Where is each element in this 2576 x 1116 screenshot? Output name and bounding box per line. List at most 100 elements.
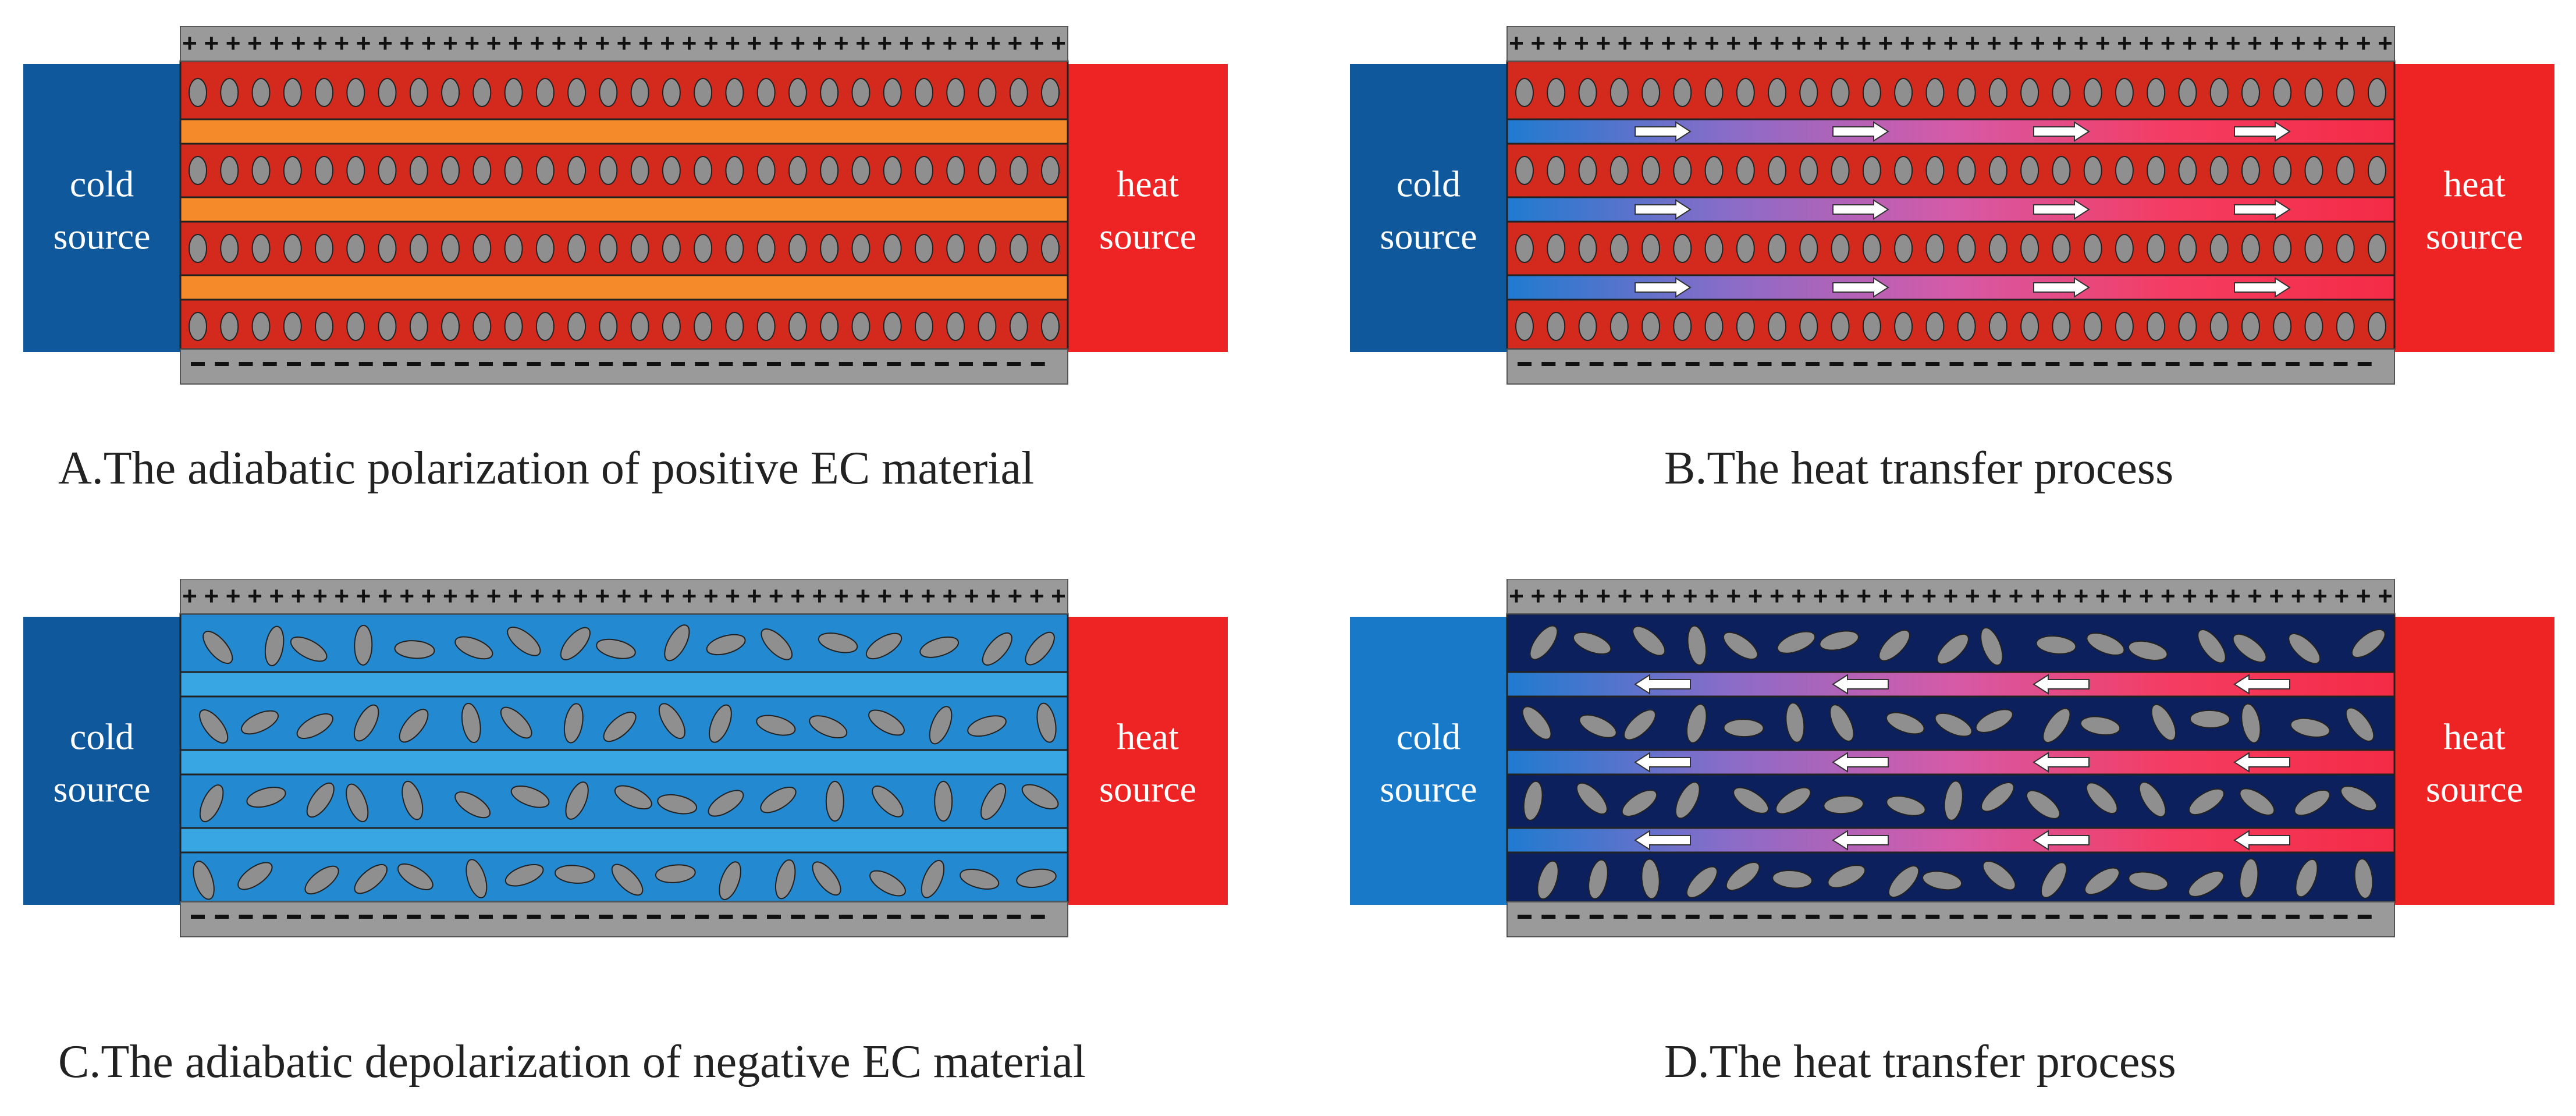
panel-d-plus-sign: + bbox=[2204, 582, 2219, 610]
panel-c-minus-sign bbox=[887, 915, 901, 919]
panel-a-top-electrode bbox=[180, 26, 1068, 62]
panel-b-minus-sign bbox=[1877, 362, 1892, 366]
panel-a-minus-sign bbox=[887, 362, 901, 366]
panel-d-plus-sign: + bbox=[2356, 582, 2371, 610]
panel-c-minus-sign bbox=[358, 915, 373, 919]
panel-b-dipole bbox=[2241, 234, 2260, 263]
panel-b-dipole bbox=[1957, 234, 1976, 263]
panel-d-dipole bbox=[2085, 782, 2118, 815]
panel-b-dipole bbox=[2178, 78, 2197, 107]
panel-c-plus-sign: + bbox=[682, 582, 697, 610]
panel-d-dipole bbox=[2345, 707, 2375, 742]
panel-b-plus-sign: + bbox=[1748, 29, 1763, 58]
panel-d-heat-flow-arrow bbox=[2233, 830, 2290, 851]
panel-a-dipole bbox=[472, 156, 492, 185]
panel-c-dipole bbox=[664, 624, 690, 662]
panel-d-heat-flow-arrow bbox=[1634, 674, 1691, 695]
panel-a-dipole bbox=[1041, 234, 1060, 263]
panel-b-minus-sign bbox=[2165, 362, 2180, 366]
panel-a-dipole bbox=[283, 156, 302, 185]
panel-a-dipole bbox=[883, 234, 902, 263]
panel-b-dipole bbox=[1547, 78, 1566, 107]
panel-b-plus-sign: + bbox=[1639, 29, 1654, 58]
panel-c-plus-sign: + bbox=[725, 582, 740, 610]
panel-b-plus-sign: + bbox=[2182, 29, 2197, 58]
panel-d-dipole bbox=[1886, 795, 1926, 816]
panel-d-minus-sign bbox=[2190, 915, 2204, 919]
panel-b-dipole bbox=[1704, 156, 1724, 185]
panel-d-minus-sign bbox=[1781, 915, 1796, 919]
panel-c-dipole bbox=[193, 861, 215, 900]
panel-c-dipole bbox=[401, 780, 424, 820]
panel-d-top-electrode bbox=[1506, 579, 2395, 614]
panel-a-dipole bbox=[978, 78, 997, 107]
panel-b-plus-sign: + bbox=[1791, 29, 1806, 58]
panel-a-dipole bbox=[725, 312, 744, 341]
panel-b-dipole bbox=[1862, 78, 1881, 107]
panel-d-minus-sign bbox=[2357, 915, 2372, 919]
panel-c-minus-sign bbox=[311, 915, 325, 919]
panel-d-caption: D.The heat transfer process bbox=[1664, 1036, 2176, 1087]
panel-a-dipole bbox=[283, 78, 302, 107]
panel-a-dipole bbox=[409, 156, 428, 185]
panel-c-plus-sign: + bbox=[573, 582, 588, 610]
panel-a-minus-sign bbox=[383, 362, 397, 366]
panel-b-dipole bbox=[1673, 78, 1692, 107]
panel-c-plus-sign: + bbox=[943, 582, 958, 610]
panel-b-dipole bbox=[2304, 156, 2323, 185]
panel-c-dipole bbox=[354, 864, 388, 894]
panel-a-dipole bbox=[756, 78, 776, 107]
panel-b-minus-sign bbox=[1518, 362, 1532, 366]
panel-b-plus-sign: + bbox=[2269, 29, 2284, 58]
panel-d-heat-flow-arrow bbox=[1634, 830, 1691, 851]
panel-a-dipole bbox=[1009, 234, 1028, 263]
panel-a-dipole bbox=[599, 156, 618, 185]
panel-c-minus-sign bbox=[863, 915, 877, 919]
panel-d-minus-sign bbox=[2021, 915, 2036, 919]
panel-b-dipole bbox=[1578, 156, 1597, 185]
panel-b-dipole bbox=[1578, 234, 1597, 263]
panel-c-layer bbox=[179, 749, 1069, 776]
panel-d-dipole bbox=[1888, 865, 1920, 898]
panel-d-heat-flow-arrow bbox=[2033, 674, 2090, 695]
panel-c-plus-sign: + bbox=[182, 582, 197, 610]
panel-d-minus-sign bbox=[2069, 915, 2084, 919]
panel-d-dipole bbox=[2288, 633, 2321, 664]
panel-b-dipole bbox=[1578, 312, 1597, 341]
panel-b-dipole bbox=[1515, 78, 1534, 107]
panel-c-dipole bbox=[399, 709, 429, 743]
panel-c-dipole bbox=[596, 638, 636, 659]
panel-b-dipole bbox=[2083, 156, 2102, 185]
panel-d-heat-source-block bbox=[2394, 617, 2554, 905]
panel-c-dipole bbox=[461, 702, 481, 744]
panel-b-plus-sign: + bbox=[1900, 29, 1915, 58]
panel-a-dipole bbox=[694, 78, 713, 107]
panel-b-dipole bbox=[1578, 78, 1597, 107]
panel-b-dipole bbox=[1862, 312, 1881, 341]
panel-d-plus-sign: + bbox=[1639, 582, 1654, 610]
panel-b-dipole bbox=[2241, 156, 2260, 185]
panel-b-minus-sign bbox=[1541, 362, 1556, 366]
panel-b-dipole bbox=[1704, 312, 1724, 341]
panel-c-dipole bbox=[304, 865, 339, 895]
panel-b-minus-sign bbox=[1565, 362, 1580, 366]
panel-d-plus-sign: + bbox=[1900, 582, 1915, 610]
panel-d-dipole bbox=[2354, 858, 2374, 899]
panel-c-minus-sign bbox=[1007, 915, 1021, 919]
panel-d-dipole bbox=[2026, 790, 2060, 819]
panel-d-minus-sign bbox=[1757, 915, 1772, 919]
panel-d-dipole bbox=[1522, 706, 1552, 740]
panel-a-dipole bbox=[409, 78, 428, 107]
panel-b-minus-sign bbox=[2286, 362, 2300, 366]
panel-b-dipole bbox=[1925, 234, 1945, 263]
panel-d-plus-sign: + bbox=[1748, 582, 1763, 610]
panel-b-minus-sign bbox=[1685, 362, 1700, 366]
panel-c-dipole bbox=[706, 634, 746, 656]
panel-c-dipole bbox=[306, 782, 335, 818]
panel-c-plus-sign: + bbox=[834, 582, 849, 610]
panel-b-minus-sign bbox=[1733, 362, 1748, 366]
panel-a-dipole bbox=[820, 312, 839, 341]
panel-c-dipole bbox=[818, 632, 858, 653]
panel-d-dipole bbox=[2351, 628, 2386, 658]
